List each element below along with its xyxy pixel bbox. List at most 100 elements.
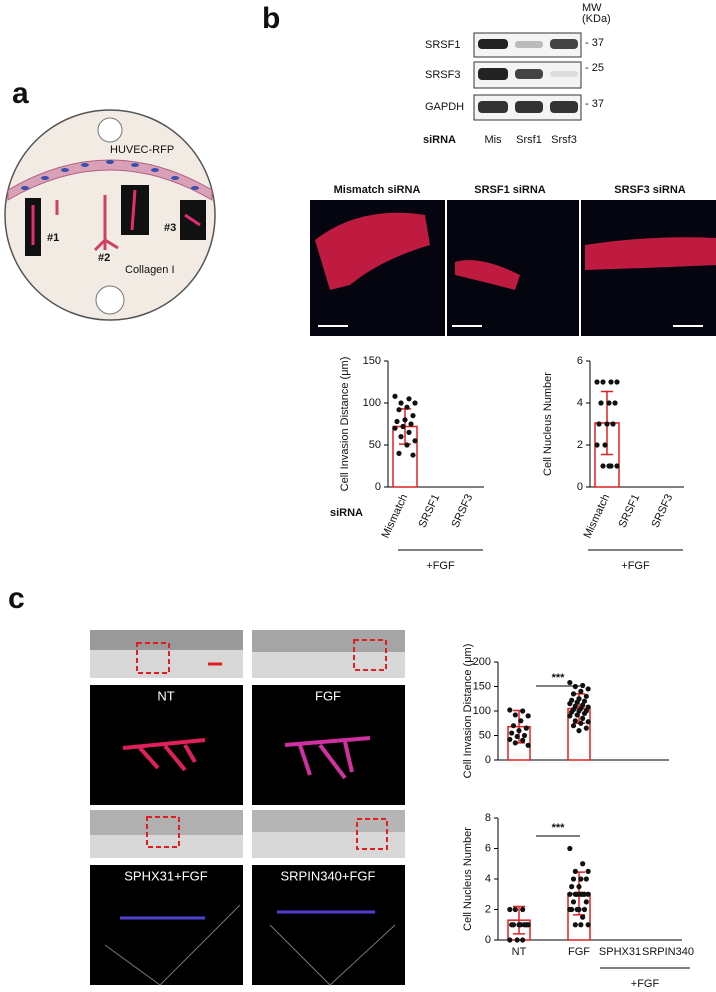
image-title: Mismatch siRNA: [334, 184, 421, 196]
data-point: [580, 682, 586, 689]
x-tick-label: SPHX31: [599, 946, 641, 958]
y-tick-label: 2: [577, 439, 583, 451]
data-point: [521, 922, 528, 928]
x-tick-label: Mismatch: [380, 492, 411, 540]
data-point: [523, 725, 529, 731]
data-point: [507, 906, 513, 913]
data-point: [570, 899, 577, 905]
data-point: [404, 442, 410, 448]
data-point: [509, 922, 515, 928]
data-point: [585, 686, 591, 692]
data-point: [576, 884, 582, 890]
data-point: [606, 400, 612, 406]
y-tick-label: 50: [479, 729, 491, 741]
mw-value: - 37: [585, 98, 604, 110]
hole: [95, 285, 125, 315]
data-point: [512, 906, 518, 913]
lane-label: Srsf3: [551, 134, 577, 146]
data-point: [594, 379, 600, 385]
data-point: [567, 891, 573, 897]
data-point: [569, 884, 575, 890]
label: #1: [47, 232, 59, 244]
data-point: [585, 868, 591, 874]
y-tick-label: 0: [485, 754, 491, 766]
label: Collagen I: [125, 264, 175, 276]
data-point: [583, 693, 589, 699]
data-point: [398, 434, 404, 440]
data-point: [583, 876, 589, 882]
panel-letter: a: [12, 77, 29, 110]
image-title: SRSF1 siRNA: [474, 184, 546, 196]
data-point: [578, 720, 584, 726]
data-point: [598, 400, 604, 406]
image-label: NT: [157, 688, 174, 703]
lane-header: siRNA: [423, 134, 456, 146]
micrograph: [252, 865, 405, 985]
data-point: [570, 876, 577, 882]
dish: [4, 109, 216, 321]
data-point: [572, 718, 578, 724]
annotation: ***: [552, 822, 566, 834]
data-point: [614, 463, 620, 469]
data-point: [520, 937, 526, 943]
x-tick-label: SRSF3: [449, 492, 475, 529]
data-point: [410, 413, 416, 419]
data-point: [585, 891, 591, 897]
group-label: +FGF: [426, 560, 455, 572]
lane-label: Mis: [484, 134, 502, 146]
data-point: [520, 737, 526, 744]
data-point: [400, 423, 406, 430]
y-tick-label: 6: [485, 842, 491, 854]
x-tick-label: NT: [512, 946, 527, 958]
data-point: [520, 906, 526, 913]
stain: [122, 738, 206, 772]
image-title: SRSF3 siRNA: [614, 184, 686, 196]
blot-label: GAPDH: [425, 101, 464, 113]
data-point: [580, 914, 586, 920]
data-point: [512, 712, 518, 718]
data-point: [567, 713, 573, 719]
y-tick-label: 4: [485, 873, 491, 885]
data-point: [402, 417, 408, 423]
data-point: [600, 379, 606, 385]
data-point: [392, 393, 398, 399]
x-tick-label: SRSF1: [416, 492, 442, 529]
data-point: [585, 704, 591, 710]
data-point: [594, 442, 600, 448]
data-point: [567, 701, 573, 707]
mw-label: (KDa): [582, 13, 611, 25]
blot-label: SRSF3: [425, 69, 460, 81]
data-point: [412, 400, 418, 406]
data-point: [396, 450, 402, 456]
data-point: [578, 922, 584, 928]
data-point: [574, 906, 580, 913]
data-point: [612, 400, 618, 406]
data-point: [602, 442, 608, 448]
data-point: [574, 712, 580, 718]
data-point: [596, 421, 602, 427]
data-point: [521, 732, 528, 739]
data-point: [569, 709, 575, 715]
data-point: [574, 699, 580, 705]
y-tick-label: 8: [485, 812, 491, 824]
data-point: [520, 708, 526, 714]
mw-value: - 37: [585, 37, 604, 49]
blot-label: SRSF1: [425, 39, 460, 51]
data-point: [507, 736, 513, 743]
data-point: [516, 922, 522, 928]
sprouts: [55, 195, 119, 252]
hole: [97, 117, 123, 143]
panel-letter: c: [8, 582, 25, 615]
image-label: SRPIN340+FGF: [280, 868, 375, 883]
data-point: [578, 891, 584, 897]
data-point: [580, 715, 586, 721]
data-point: [507, 937, 513, 943]
x-tick-label: FGF: [568, 946, 590, 958]
label: HUVEC-RFP: [110, 144, 174, 156]
data-point: [604, 421, 610, 427]
data-point: [394, 418, 400, 425]
data-point: [585, 922, 591, 928]
micrograph: [252, 685, 405, 805]
stain: [284, 736, 371, 780]
y-axis-label: Cell Invasion Distance (μm): [462, 644, 474, 779]
